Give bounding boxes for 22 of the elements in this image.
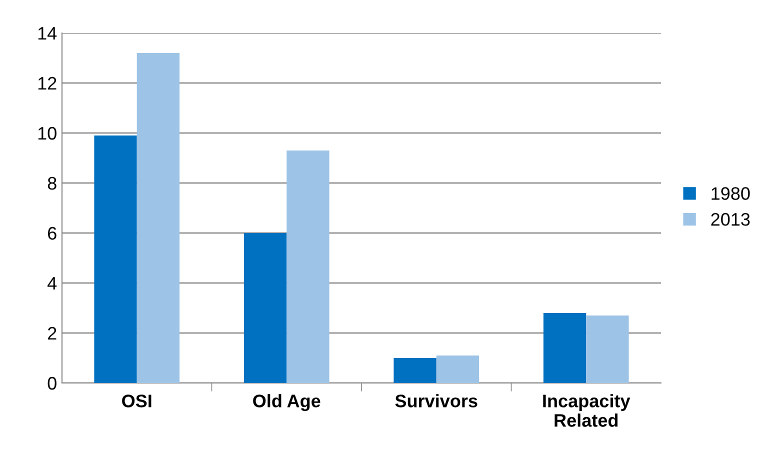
- legend-label: 1980: [712, 187, 750, 200]
- bar: [94, 136, 137, 383]
- y-tick-label: 2: [48, 326, 56, 340]
- y-tick-label: 14: [38, 27, 57, 40]
- bar: [394, 358, 436, 383]
- x-tick-label: Old Age: [253, 394, 320, 412]
- y-tick-label: 6: [48, 226, 56, 240]
- bar: [286, 150, 330, 383]
- bar: [543, 313, 586, 383]
- bar: [136, 53, 180, 383]
- legend-label: 2013: [711, 212, 750, 226]
- y-tick-label: 12: [38, 76, 56, 90]
- bar: [436, 356, 480, 383]
- y-tick-label: 4: [48, 277, 57, 290]
- bar: [244, 233, 287, 383]
- bar: [586, 316, 629, 383]
- x-tick-label: OSI: [122, 394, 152, 408]
- y-tick-label: 0: [48, 376, 56, 390]
- y-tick-label: 8: [48, 176, 56, 190]
- y-tick-label: 10: [38, 126, 56, 140]
- x-tick-label: Survivors: [395, 394, 478, 408]
- x-tick-label: Incapacity Related: [543, 394, 630, 427]
